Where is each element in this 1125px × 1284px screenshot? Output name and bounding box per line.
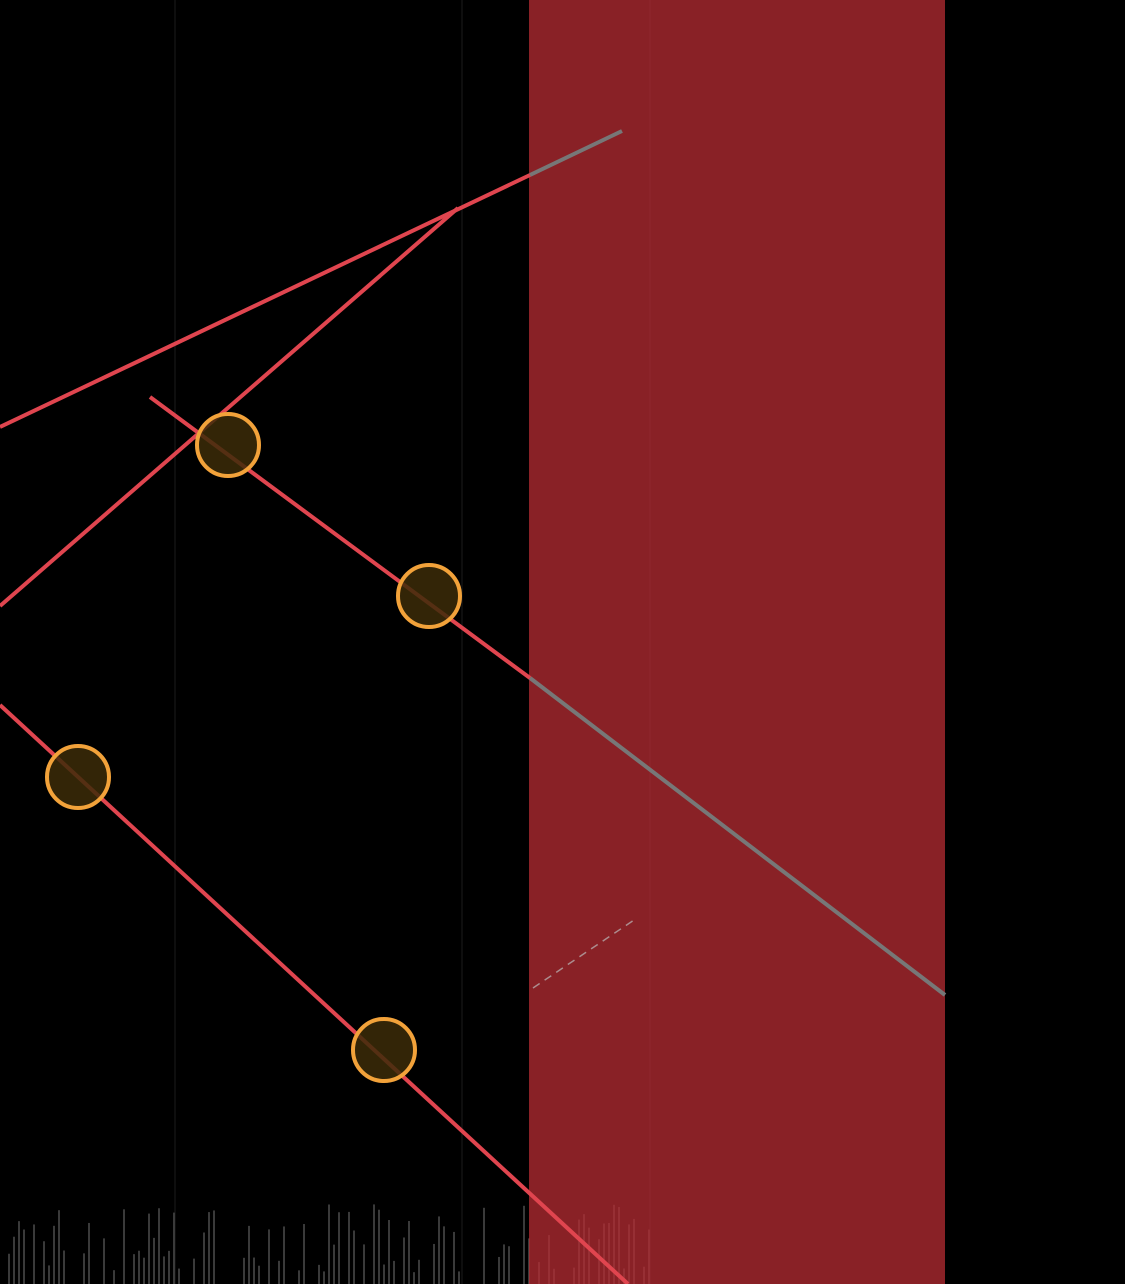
pivot-circle-marker[interactable]: [45, 744, 111, 810]
channel-top-extension[interactable]: [528, 676, 947, 997]
upper-trendline[interactable]: [0, 173, 531, 429]
upper-trendline-extension[interactable]: [529, 129, 623, 177]
pivot-circle-marker[interactable]: [396, 563, 462, 629]
long-position-tool[interactable]: [529, 0, 945, 1284]
position-connector: [532, 917, 638, 989]
trendlines[interactable]: [0, 0, 947, 1284]
rising-trendline[interactable]: [0, 206, 460, 608]
descending-channel-bottom[interactable]: [0, 703, 630, 1284]
pivot-circle-marker[interactable]: [351, 1017, 417, 1083]
stop-zone[interactable]: [529, 0, 945, 1284]
pivot-circle-marker[interactable]: [195, 412, 261, 478]
